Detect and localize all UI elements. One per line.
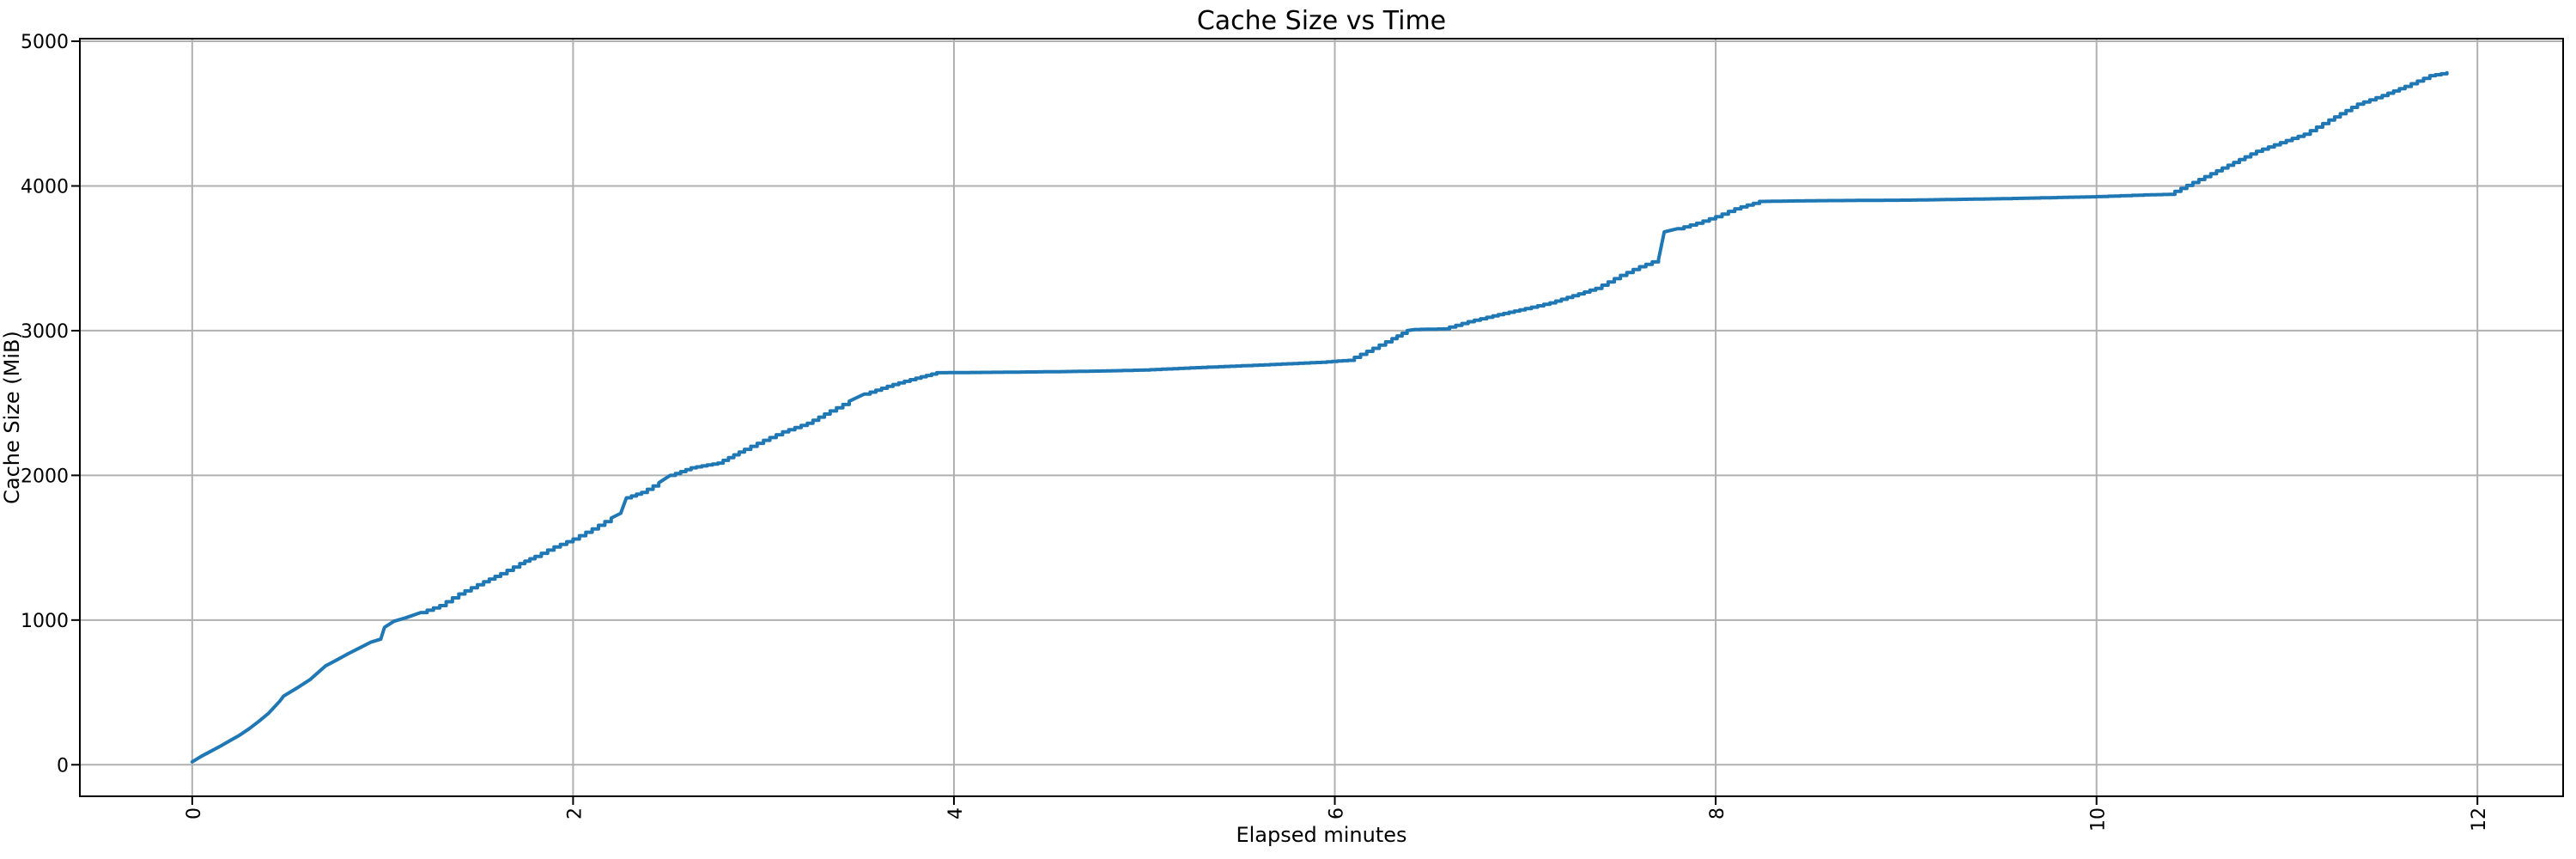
axes-spines — [79, 38, 2564, 797]
x-tick-label: 4 — [945, 807, 967, 819]
x-tick-label: 12 — [2469, 807, 2490, 832]
chart-title: Cache Size vs Time — [1197, 6, 1446, 36]
y-tick-label: 0 — [57, 755, 69, 777]
y-tick-label: 5000 — [21, 32, 69, 53]
y-tick-label: 4000 — [21, 176, 69, 198]
x-tick-label: 6 — [1327, 807, 1348, 819]
x-tick-label: 10 — [2088, 807, 2110, 832]
cache-size-line — [190, 70, 2449, 764]
y-tick-label: 3000 — [21, 321, 69, 343]
x-tick-label: 8 — [1707, 807, 1728, 819]
x-tick-labels: 0 2 4 6 8 10 12 — [184, 807, 2490, 832]
tick-marks — [71, 40, 2479, 805]
x-tick-label: 0 — [184, 807, 205, 819]
y-tick-label: 2000 — [21, 466, 69, 487]
plot-border — [79, 38, 2564, 797]
x-tick-label: 2 — [564, 807, 586, 819]
x-axis-label: Elapsed minutes — [1236, 823, 1406, 847]
y-axis-label: Cache Size (MiB) — [0, 331, 24, 504]
y-tick-label: 1000 — [21, 611, 69, 632]
gridlines — [80, 39, 2563, 796]
y-tick-labels: 0 1000 2000 3000 4000 5000 — [21, 32, 69, 777]
